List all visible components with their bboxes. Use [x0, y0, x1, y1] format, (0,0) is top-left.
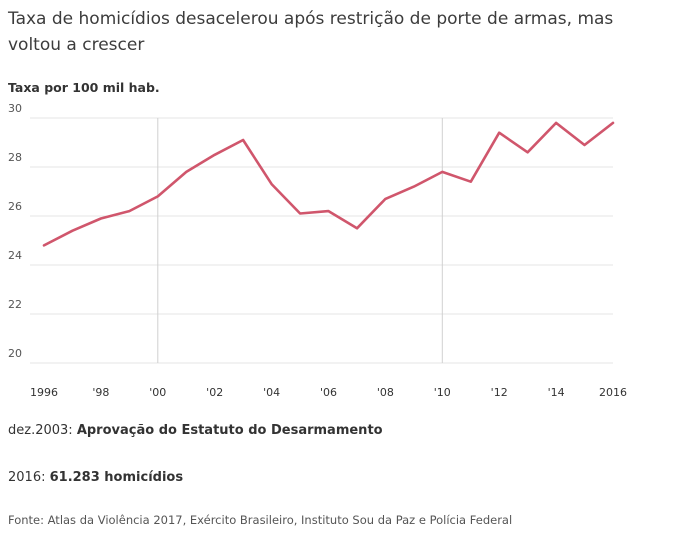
x-tick-label: '00	[149, 386, 166, 399]
y-tick-label: 28	[8, 151, 22, 164]
x-tick-label: '98	[92, 386, 109, 399]
grid-lines	[30, 117, 613, 364]
x-tick-label: 1996	[30, 386, 58, 399]
y-tick-label: 22	[8, 298, 22, 311]
y-tick-label: 24	[8, 249, 22, 262]
y-axis-units-label: Taxa por 100 mil hab.	[8, 80, 160, 95]
x-tick-label: '14	[548, 386, 565, 399]
annotation-value: 61.283 homicídios	[49, 470, 184, 485]
annotation-homicides-2016: 2016: 61.283 homicídios	[8, 470, 183, 485]
x-tick-label: 2016	[599, 386, 627, 399]
homicide-rate-line	[42, 121, 615, 247]
annotation-date: dez.2003:	[8, 423, 77, 438]
x-tick-label: '04	[263, 386, 280, 399]
annotation-text: Aprovação do Estatuto do Desarmamento	[76, 423, 383, 438]
annotation-disarmament-statute: dez.2003: Aprovação do Estatuto do Desar…	[8, 423, 383, 438]
annotation-year: 2016:	[8, 470, 50, 485]
line-chart: 20 22 24 26 28 30 1996 '98 '00 '02 '04 '06 '08 '10 '1…	[8, 102, 627, 399]
x-tick-label: '12	[491, 386, 508, 399]
x-tick-labels: 1996 '98 '00 '02 '04 '06 '08 '10 '12 '14 2016	[30, 386, 627, 399]
y-tick-label: 30	[8, 102, 22, 115]
x-tick-label: '10	[434, 386, 451, 399]
x-tick-label: '06	[320, 386, 337, 399]
y-tick-label: 20	[8, 347, 22, 360]
x-tick-label: '08	[377, 386, 394, 399]
series-line	[42, 121, 615, 247]
chart-title: Taxa de homicídios desacelerou após rest…	[8, 9, 614, 55]
x-tick-label: '02	[206, 386, 223, 399]
source-note: Fonte: Atlas da Violência 2017, Exército…	[8, 513, 513, 527]
y-tick-labels: 20 22 24 26 28 30	[8, 102, 22, 360]
y-tick-label: 26	[8, 200, 22, 213]
